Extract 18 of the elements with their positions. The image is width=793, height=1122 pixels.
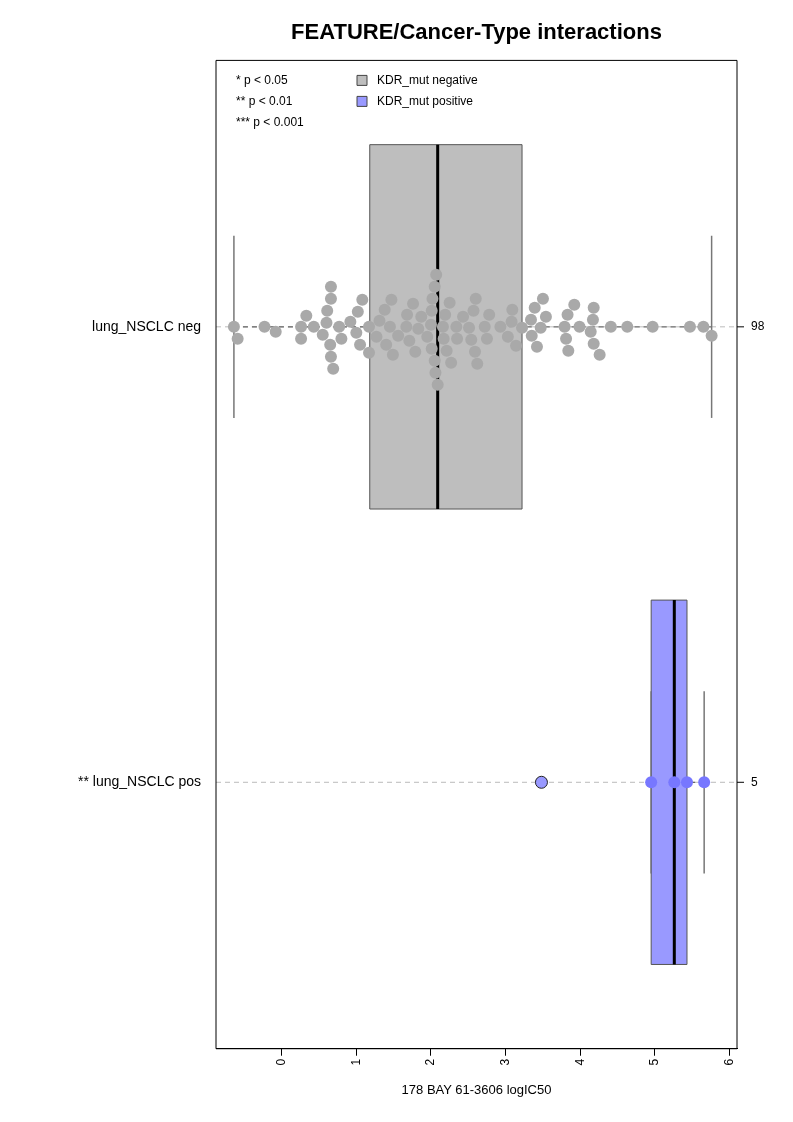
x-tick-label: 6 — [721, 1058, 736, 1066]
annotation: *** p < 0.001 — [236, 114, 305, 129]
x-tick-label: 1 — [348, 1058, 363, 1066]
legend-label: KDR_mut positive — [377, 93, 474, 108]
chart-title: FEATURE/Cancer-Type interactions — [291, 19, 662, 45]
x-tick-label: 3 — [497, 1058, 512, 1066]
x-tick-label: 4 — [572, 1058, 587, 1066]
x-tick-label: 0 — [274, 1058, 288, 1066]
y-tick-label: ** lung_NSCLC pos — [78, 773, 201, 790]
x-tick-label: 5 — [647, 1058, 662, 1066]
x-axis-title: 178 BAY 61-3606 logIC50 — [401, 1081, 552, 1097]
x-tick-label: 2 — [423, 1058, 438, 1066]
y-tick-label: lung_NSCLC neg — [92, 317, 201, 334]
y2-tick-label: 98 — [751, 319, 765, 334]
y2-tick-label: 5 — [751, 774, 758, 789]
annotation: ** p < 0.01 — [236, 93, 293, 108]
legend-label: KDR_mut negative — [377, 72, 479, 87]
annotation: * p < 0.05 — [236, 72, 289, 87]
